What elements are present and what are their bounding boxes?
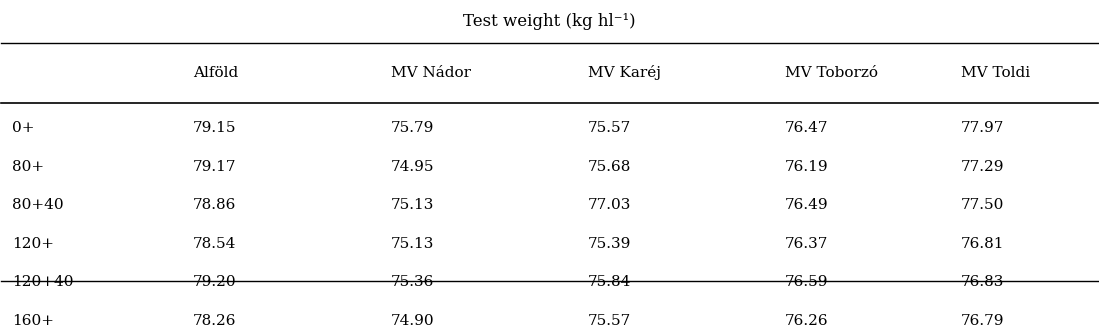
Text: 77.50: 77.50	[961, 198, 1004, 212]
Text: 160+: 160+	[12, 314, 54, 325]
Text: 76.59: 76.59	[785, 275, 829, 289]
Text: 79.20: 79.20	[193, 275, 237, 289]
Text: 74.90: 74.90	[390, 314, 434, 325]
Text: 76.47: 76.47	[785, 121, 829, 135]
Text: 75.13: 75.13	[390, 237, 434, 251]
Text: Test weight (kg hl⁻¹): Test weight (kg hl⁻¹)	[463, 13, 636, 30]
Text: 77.29: 77.29	[961, 160, 1004, 174]
Text: 75.13: 75.13	[390, 198, 434, 212]
Text: 79.17: 79.17	[193, 160, 236, 174]
Text: 78.86: 78.86	[193, 198, 236, 212]
Text: 76.26: 76.26	[785, 314, 829, 325]
Text: 75.36: 75.36	[390, 275, 434, 289]
Text: 120+: 120+	[12, 237, 54, 251]
Text: 76.83: 76.83	[961, 275, 1004, 289]
Text: 77.97: 77.97	[961, 121, 1004, 135]
Text: 75.79: 75.79	[390, 121, 434, 135]
Text: 79.15: 79.15	[193, 121, 236, 135]
Text: MV Nádor: MV Nádor	[390, 66, 470, 80]
Text: 75.57: 75.57	[588, 314, 631, 325]
Text: 78.54: 78.54	[193, 237, 236, 251]
Text: 78.26: 78.26	[193, 314, 236, 325]
Text: 76.49: 76.49	[785, 198, 829, 212]
Text: 77.03: 77.03	[588, 198, 631, 212]
Text: 80+40: 80+40	[12, 198, 64, 212]
Text: 75.57: 75.57	[588, 121, 631, 135]
Text: 75.84: 75.84	[588, 275, 631, 289]
Text: 75.68: 75.68	[588, 160, 631, 174]
Text: MV Karéj: MV Karéj	[588, 65, 660, 80]
Text: 80+: 80+	[12, 160, 44, 174]
Text: 75.39: 75.39	[588, 237, 631, 251]
Text: 76.37: 76.37	[785, 237, 829, 251]
Text: 0+: 0+	[12, 121, 35, 135]
Text: 120+40: 120+40	[12, 275, 74, 289]
Text: MV Toldi: MV Toldi	[961, 66, 1030, 80]
Text: 76.81: 76.81	[961, 237, 1004, 251]
Text: MV Toborzó: MV Toborzó	[785, 66, 878, 80]
Text: 76.19: 76.19	[785, 160, 829, 174]
Text: Alföld: Alföld	[193, 66, 238, 80]
Text: 74.95: 74.95	[390, 160, 434, 174]
Text: 76.79: 76.79	[961, 314, 1004, 325]
